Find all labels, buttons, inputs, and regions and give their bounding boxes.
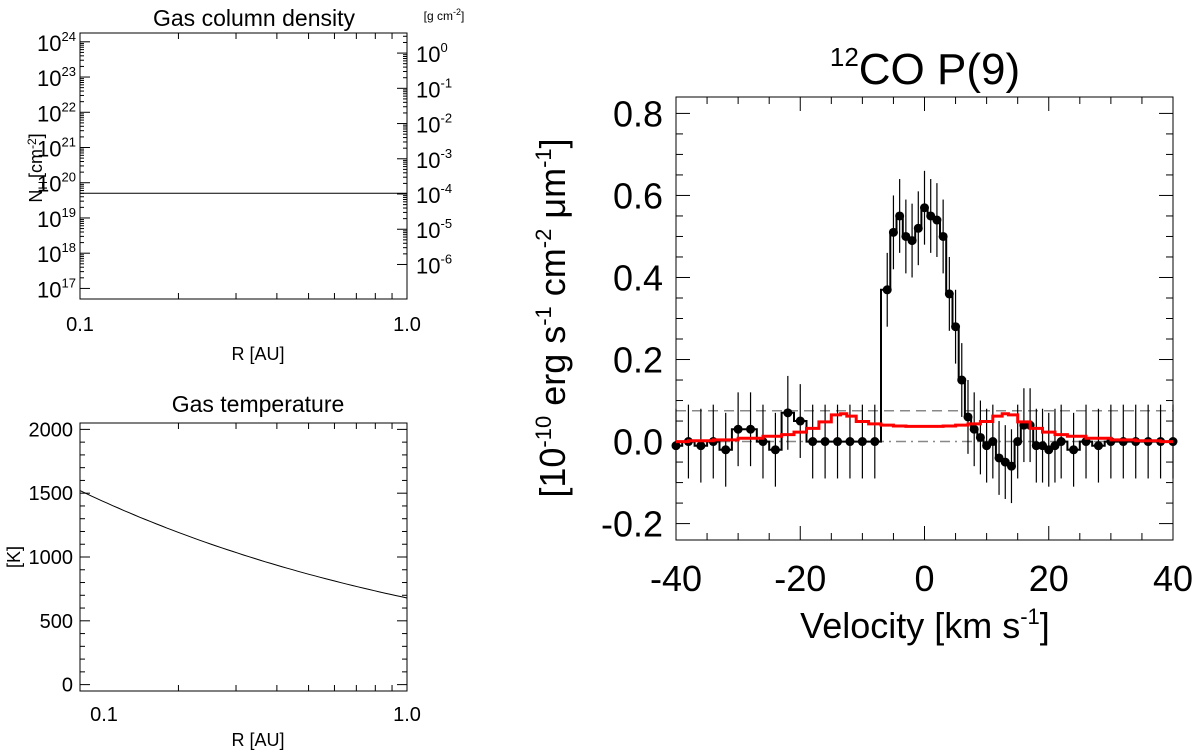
observed-point bbox=[907, 236, 917, 246]
column-density-ytick-label-left: 1023 bbox=[37, 64, 76, 91]
observed-point bbox=[1069, 445, 1079, 455]
column-density-ylabel: NH[cm-2] bbox=[25, 133, 50, 202]
observed-point bbox=[783, 408, 793, 418]
temperature-ytick-label: 1500 bbox=[29, 483, 74, 505]
temperature-frame bbox=[79, 422, 408, 692]
observed-point bbox=[975, 432, 985, 442]
spectrum-ytick-label: 0.8 bbox=[613, 93, 663, 134]
spectrum-ytick-labels: -0.2 0.0 0.2 0.4 0.6 0.8 bbox=[601, 93, 663, 544]
spectrum-xtick-label: -40 bbox=[650, 558, 702, 599]
spectrum-ytick-label: 0.0 bbox=[613, 422, 663, 463]
observed-point bbox=[951, 322, 961, 332]
column-density-ytick-label-right: 10-5 bbox=[416, 216, 452, 243]
right-axis-unit: [g cm-2] bbox=[424, 7, 465, 23]
spectrum-title: 12CO P(9) bbox=[830, 42, 1020, 94]
column-density-ytick-label-right: 10-2 bbox=[416, 111, 452, 138]
spectrum-panel: 12CO P(9) -0.2 0.0 0.2 0.4 0.6 0.8 -40 -20 0 20 4… bbox=[531, 42, 1193, 646]
spectrum-ytick-label: 0.4 bbox=[613, 257, 663, 298]
temperature-curve bbox=[79, 490, 408, 599]
column-density-ytick-label-left: 1018 bbox=[37, 240, 76, 267]
spectrum-xtick-label: 40 bbox=[1153, 558, 1193, 599]
column-density-ytick-label-left: 1024 bbox=[37, 29, 76, 56]
column-density-ytick-label-left: 1022 bbox=[37, 99, 76, 126]
observed-point bbox=[795, 416, 805, 426]
column-density-ytick-label-right: 10-3 bbox=[416, 146, 452, 173]
temperature-panel: Gas temperature 0 500 1000 1500 2000 0.1 1.0… bbox=[4, 391, 421, 750]
observed-point bbox=[833, 437, 843, 447]
observed-point bbox=[988, 437, 998, 447]
temperature-ytick-label: 500 bbox=[40, 611, 73, 633]
spectrum-xtick-label: -20 bbox=[774, 558, 826, 599]
column-density-xtick-label-1.0: 1.0 bbox=[393, 314, 421, 336]
temperature-xtick-label-0.1: 0.1 bbox=[90, 704, 118, 726]
observed-point bbox=[820, 437, 830, 447]
observed-point bbox=[882, 285, 892, 295]
temperature-ytick-labels: 0 500 1000 1500 2000 bbox=[29, 419, 74, 696]
observed-point bbox=[895, 211, 905, 221]
observed-point bbox=[1013, 437, 1023, 447]
temperature-ytick-label: 2000 bbox=[29, 419, 74, 441]
column-density-ytick-label-right: 10-4 bbox=[416, 181, 452, 208]
temperature-ylabel: [K] bbox=[4, 546, 24, 568]
column-density-ytick-label-right: 10-6 bbox=[416, 251, 452, 278]
column-density-ytick-label-right: 10-1 bbox=[416, 75, 452, 102]
column-density-ytick-label-right: 100 bbox=[416, 40, 448, 67]
observed-point bbox=[920, 203, 929, 213]
observed-point bbox=[1006, 461, 1016, 471]
observed-point bbox=[1031, 441, 1041, 451]
column-density-ticks bbox=[80, 33, 407, 299]
column-density-frame bbox=[79, 32, 408, 300]
temperature-ytick-label: 1000 bbox=[29, 547, 74, 569]
column-density-xlabel: R [AU] bbox=[231, 344, 284, 364]
spectrum-xlabel: Velocity [km s-1] bbox=[800, 604, 1050, 646]
spectrum-ytick-label: -0.2 bbox=[601, 504, 663, 545]
column-density-ytick-label-left: 1020 bbox=[37, 170, 76, 197]
observed-point bbox=[938, 231, 948, 241]
observed-point bbox=[913, 223, 923, 233]
observed-point bbox=[888, 227, 898, 237]
spectrum-ytick-label: 0.6 bbox=[613, 175, 663, 216]
observed-point bbox=[857, 437, 867, 447]
spectrum-xtick-label: 20 bbox=[1029, 558, 1069, 599]
column-density-ytick-label-left: 1021 bbox=[37, 135, 76, 162]
temperature-ticks bbox=[80, 423, 407, 691]
column-density-panel: Gas column density [g cm-2] 1017 1018 1019… bbox=[25, 5, 464, 364]
observed-point bbox=[957, 375, 967, 385]
observed-point bbox=[963, 412, 973, 422]
observed-point bbox=[870, 437, 880, 447]
observed-point bbox=[671, 441, 681, 451]
spectrum-ytick-label: 0.2 bbox=[613, 340, 663, 381]
column-density-ytick-label-left: 1017 bbox=[37, 275, 76, 302]
column-density-left-tick-labels: 1017 1018 1019 1020 1021 1022 1023 1024 bbox=[37, 29, 76, 303]
spectrum-ylabel: [10-10 erg s-1 cm-2 μm-1] bbox=[531, 138, 573, 497]
observed-point bbox=[969, 424, 979, 434]
column-density-ytick-label-left: 1019 bbox=[37, 205, 76, 232]
observed-point bbox=[845, 437, 855, 447]
model-series bbox=[676, 412, 1173, 444]
observed-point bbox=[733, 424, 743, 434]
temperature-title: Gas temperature bbox=[172, 391, 345, 417]
spectrum-ticks bbox=[675, 97, 1174, 540]
spectrum-xtick-label: 0 bbox=[914, 558, 934, 599]
observed-point bbox=[932, 215, 942, 225]
column-density-title: Gas column density bbox=[153, 5, 355, 31]
observed-point bbox=[808, 437, 818, 447]
temperature-ytick-label: 0 bbox=[62, 675, 73, 697]
spectrum-xtick-labels: -40 -20 0 20 40 bbox=[650, 558, 1193, 599]
column-density-right-tick-labels: 100 10-1 10-2 10-3 10-4 10-5 10-6 bbox=[416, 40, 452, 278]
observed-point bbox=[1056, 437, 1066, 447]
temperature-xlabel: R [AU] bbox=[231, 730, 284, 750]
observed-point bbox=[721, 445, 731, 455]
observed-point bbox=[770, 445, 780, 455]
temperature-xtick-label-1.0: 1.0 bbox=[393, 704, 421, 726]
observed-point bbox=[696, 441, 706, 451]
observed-series bbox=[671, 170, 1178, 504]
column-density-xtick-label-0.1: 0.1 bbox=[66, 314, 94, 336]
observed-point bbox=[944, 289, 954, 299]
observed-point bbox=[746, 424, 756, 434]
observed-point bbox=[1093, 441, 1103, 451]
